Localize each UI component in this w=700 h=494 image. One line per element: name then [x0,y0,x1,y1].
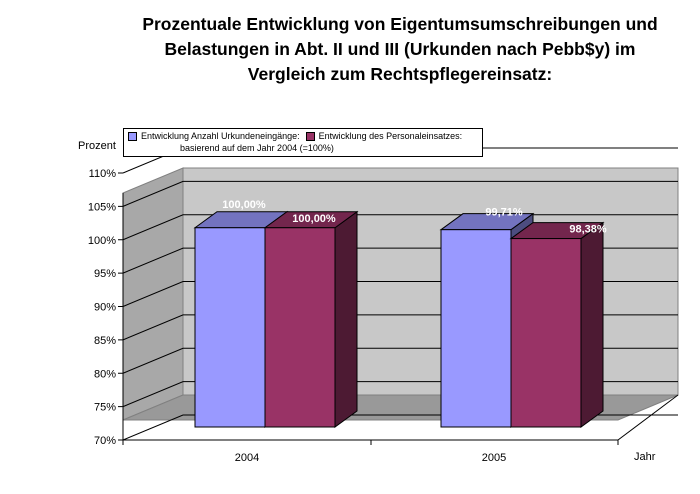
legend-row: Entwicklung Anzahl Urkundeneingänge: Ent… [128,130,482,142]
y-tick-label: 80% [94,368,116,380]
y-tick-label: 110% [89,168,117,180]
bar-2005-personal [509,221,605,428]
data-label: 100,00% [292,213,336,225]
bar-2004-personal [263,210,359,428]
chart-title-line-1: Prozentuale Entwicklung von Eigentumsums… [142,14,658,34]
x-axis-label: Jahr [634,451,656,463]
y-tick-label: 105% [88,201,116,213]
chart-title: Prozentuale Entwicklung von Eigentumsums… [100,12,700,87]
legend-item-urkunden: Entwicklung Anzahl Urkundeneingänge: [128,130,300,142]
bar-front-face [194,227,266,428]
bar-side-face [334,210,358,428]
data-label: 100,00% [222,199,266,211]
x-axis-depth-line [617,394,679,441]
y-tick-label: 75% [94,402,116,414]
y-tick-label: 90% [94,302,116,314]
bar-front-face [264,227,336,428]
gridline [122,180,678,207]
chart-title-line-3: Vergleich zum Rechtspflegereinsatz: [247,64,553,84]
x-tick-label-2005: 2005 [482,452,506,464]
legend-note: basierend auf dem Jahr 2004 (=100%) [180,143,334,153]
data-label: 99,71% [485,207,523,219]
legend-swatch-personal [305,131,315,141]
bar-side-face [580,221,604,428]
y-tick-label: 100% [88,235,116,247]
data-label: 98,38% [569,224,607,236]
x-tick-label-2004: 2004 [235,452,259,464]
chart-title-line-2: Belastungen in Abt. II und III (Urkunden… [164,39,636,59]
legend: Entwicklung Anzahl Urkundeneingänge: Ent… [123,128,483,157]
legend-item-personal: Entwicklung des Personaleinsatzes: [305,130,463,142]
y-axis-label: Prozent [78,140,116,152]
legend-label-personal: Entwicklung des Personaleinsatzes: [318,131,463,141]
legend-label-urkunden: Entwicklung Anzahl Urkundeneingänge: [141,131,300,141]
legend-swatch-urkunden [128,131,137,141]
y-tick-label: 70% [94,435,116,447]
bar-front-face [440,229,512,428]
y-tick-label: 85% [94,335,116,347]
bar-front-face [510,238,582,428]
y-tick-label: 95% [94,268,116,280]
